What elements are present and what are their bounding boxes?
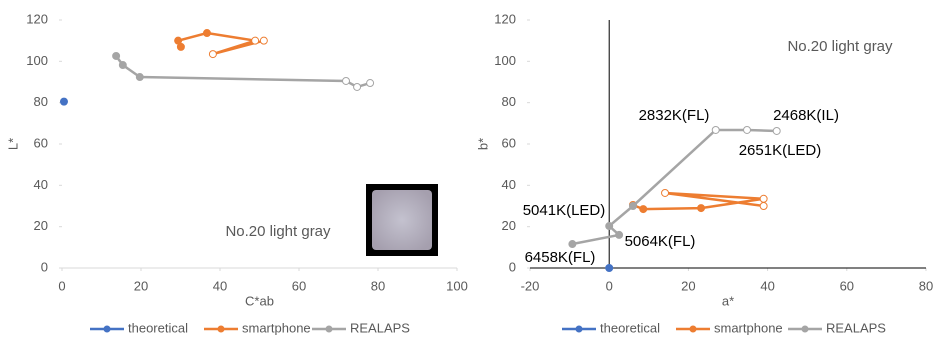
x-axis-label: a* [722,293,734,308]
legend-marker [575,325,583,333]
y-tick-label: 20 [34,218,48,233]
point [568,240,577,249]
annotation: 2832K(FL) [639,107,710,124]
annotation: 5041K(LED) [523,202,606,219]
y-tick-label: 0 [41,259,48,274]
y-tick-label: 0 [509,259,516,274]
legend-label: REALAPS [350,320,410,335]
point [112,51,121,60]
point [605,264,614,272]
point [174,36,183,45]
x-tick-label: 0 [606,278,613,293]
point [59,97,68,106]
point [639,205,648,214]
point [202,29,211,38]
annotation-box [198,215,358,249]
annotation: 5064K(FL) [625,233,696,250]
point [208,50,217,59]
series-line [176,31,265,56]
x-tick-label: 40 [760,278,774,293]
y-tick-label: 80 [34,94,48,109]
legend-marker [689,325,697,333]
series-line [115,55,371,89]
legend-label: smartphone [242,320,311,335]
legend-label: theoretical [600,320,660,335]
legend-marker [801,325,809,333]
x-tick-label: -20 [521,278,540,293]
point [743,125,752,134]
legend-marker [217,325,225,333]
point [353,82,362,91]
point [342,76,351,85]
point [711,125,720,134]
point [772,126,781,135]
legend-marker [103,325,111,333]
point [259,36,268,45]
x-tick-label: 0 [58,278,65,293]
x-tick-label: 80 [919,278,933,293]
annotation: 2651K(LED) [739,142,822,159]
legend-label: smartphone [714,320,783,335]
swatch [372,190,432,250]
y-tick-label: 120 [26,11,48,26]
y-tick-label: 60 [502,135,516,150]
y-tick-label: 120 [494,11,516,26]
annotation: No.20 light gray [787,38,893,55]
legend-label: theoretical [128,320,188,335]
x-tick-label: 20 [134,278,148,293]
point [118,61,127,70]
point [615,230,624,239]
x-tick-label: 100 [446,278,468,293]
point [628,202,637,210]
x-tick-label: 40 [213,278,227,293]
y-tick-label: 60 [34,135,48,150]
y-tick-label: 40 [34,177,48,192]
point [605,222,614,231]
x-axis-label: C*ab [245,293,274,308]
annotation: 2468K(IL) [773,107,839,124]
y-tick-label: 40 [502,177,516,192]
point [251,36,260,45]
point [697,204,706,213]
legend-marker [325,325,333,333]
point [135,73,144,82]
point [759,194,768,203]
y-tick-label: 100 [26,53,48,68]
legend-label: REALAPS [826,320,886,335]
x-tick-label: 60 [292,278,306,293]
y-tick-label: 100 [494,53,516,68]
point [759,202,768,210]
annotation: No.20 light gray [225,223,331,240]
y-axis-label: L* [5,138,20,150]
point [366,79,375,88]
y-tick-label: 20 [502,218,516,233]
x-tick-label: 80 [371,278,385,293]
y-axis-label: b* [475,138,490,150]
x-tick-label: 20 [681,278,695,293]
annotation: 6458K(FL) [525,249,596,266]
point [661,188,670,197]
y-tick-label: 80 [502,94,516,109]
x-tick-label: 60 [840,278,854,293]
